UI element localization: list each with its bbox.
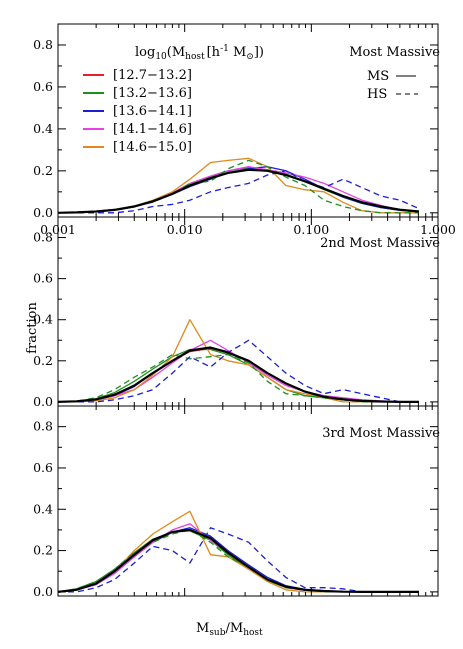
y-tick-label: 0.2 [33, 543, 53, 558]
combined-fit-line [57, 528, 419, 594]
hs-series-line [58, 527, 419, 593]
y-tick-label: 0.8 [33, 230, 53, 245]
hs-series-line [58, 339, 419, 403]
panel-2-series [57, 319, 419, 403]
linestyle-key: MS HS [367, 69, 418, 102]
ms-series-line [57, 339, 419, 403]
panel-1-series [57, 157, 420, 214]
y-tick-label: 0.4 [33, 121, 53, 136]
y-tick-label: 0.6 [33, 460, 53, 475]
y-tick-label: 0.0 [33, 205, 53, 220]
legend-header-text: log10(Mhost [h-1 M⊙]) [135, 44, 264, 62]
ms-series-line [57, 167, 420, 214]
panel-2-title: 2nd Most Massive [320, 236, 440, 251]
y-tick-label: 0.4 [33, 312, 53, 327]
y-tick-label: 0.2 [33, 163, 53, 178]
y-tick-label: 0.6 [33, 79, 53, 94]
combined-fit-line [57, 168, 420, 214]
x-tick-label: 0.010 [167, 222, 203, 237]
hs-series-line [57, 353, 419, 403]
panel-3-frame [57, 405, 439, 597]
x-tick-label: 0.100 [293, 222, 329, 237]
hs-series-line [58, 170, 420, 214]
y-tick-label: 0.0 [33, 394, 53, 409]
ms-series-line [57, 166, 420, 214]
panel-1: 0.00.20.40.60.80.001 0.010 0.100 1.000 [33, 23, 456, 237]
hs-label: HS [367, 87, 387, 102]
axes-layer: 0.00.20.40.60.80.001 0.010 0.100 1.0000.00.… [33, 23, 456, 599]
y-tick-label: 0.2 [33, 353, 53, 368]
panel-1-title: Most Massive [349, 45, 440, 60]
ms-series-line [57, 169, 420, 214]
y-tick-label: 0.8 [33, 419, 53, 434]
x-axis-label: Msub/Mhost [196, 621, 263, 638]
y-tick-label: 0.4 [33, 501, 53, 516]
legend-entry-2: [13.2−13.6] [113, 86, 192, 101]
y-axis-label: fraction [25, 302, 40, 354]
ms-series-line [58, 319, 419, 403]
ms-series-line [57, 530, 419, 593]
combined-fit-line [57, 346, 419, 403]
ms-series-line [57, 166, 420, 214]
panel-3-series [57, 510, 419, 594]
legend-entry-3: [13.6−14.1] [113, 104, 192, 119]
panel-3: 0.0 0.2 0.4 0.6 0.8 [33, 405, 439, 599]
legend-entry-5: [14.6−15.0] [113, 140, 192, 155]
ms-label: MS [367, 69, 389, 84]
ms-series-line [57, 510, 419, 593]
y-tick-label: 0.0 [33, 584, 53, 599]
y-tick-label: 0.6 [33, 271, 53, 286]
legend-entry-4: [14.1−14.6] [113, 122, 192, 137]
series-layer [57, 157, 420, 594]
panel-3-title: 3rd Most Massive [322, 426, 440, 441]
legend-entry-1: [12.7−13.2] [113, 68, 192, 83]
legend-entries: [12.7−13.2] [13.2−13.6] [13.6−14.1] [14.… [83, 68, 192, 155]
y-tick-label: 0.8 [33, 37, 53, 52]
legend-header: log10(Mhost [h-1 M⊙]) [135, 44, 264, 62]
